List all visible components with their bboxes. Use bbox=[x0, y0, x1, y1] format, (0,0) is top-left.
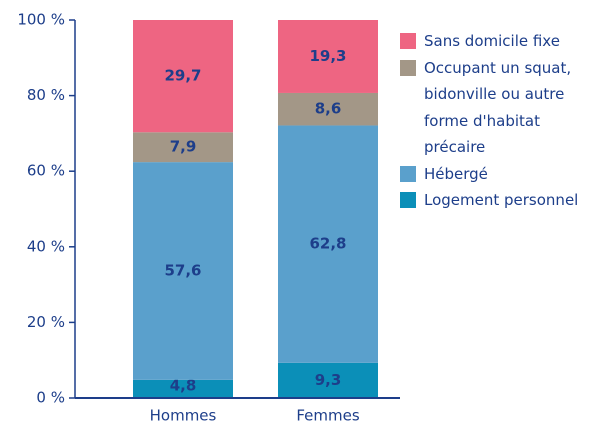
bar-segment bbox=[133, 132, 233, 163]
legend-item: Logement personnel bbox=[400, 187, 604, 214]
legend: Sans domicile fixe Occupant un squat, bid… bbox=[400, 28, 604, 214]
y-tick-label: 40 % bbox=[27, 237, 65, 255]
legend-swatch bbox=[400, 33, 416, 49]
legend-label: Logement personnel bbox=[424, 191, 579, 209]
value-label: 19,3 bbox=[309, 47, 346, 65]
legend-item: Hébergé bbox=[400, 161, 604, 188]
bar-segment bbox=[278, 362, 378, 398]
bar-segment bbox=[278, 92, 378, 126]
value-label: 7,9 bbox=[170, 138, 197, 156]
legend-item: Occupant un squat, bidonville ou autre f… bbox=[400, 55, 604, 161]
legend-swatch bbox=[400, 192, 416, 208]
value-label: 9,3 bbox=[315, 371, 342, 389]
y-tick-label: 0 % bbox=[36, 389, 65, 407]
legend-swatch bbox=[400, 165, 416, 182]
value-label: 8,6 bbox=[315, 100, 342, 118]
bar-segment bbox=[133, 20, 233, 133]
bar-segment bbox=[278, 20, 378, 93]
y-tick-label: 100 % bbox=[17, 11, 65, 29]
y-tick-label: 60 % bbox=[27, 162, 65, 180]
legend-swatch bbox=[400, 59, 416, 76]
legend-label: Sans domicile fixe bbox=[424, 32, 560, 50]
bar-segment bbox=[278, 125, 378, 363]
value-label: 4,8 bbox=[170, 377, 197, 395]
value-label: 29,7 bbox=[164, 67, 201, 85]
value-label: 57,6 bbox=[164, 261, 201, 279]
y-tick-label: 80 % bbox=[27, 86, 65, 104]
bar-segment bbox=[133, 379, 233, 398]
legend-label: Occupant un squat, bidonville ou autre f… bbox=[424, 58, 572, 157]
value-label: 62,8 bbox=[309, 235, 346, 253]
legend-label: Hébergé bbox=[424, 164, 488, 183]
x-tick-label: Hommes bbox=[150, 407, 217, 425]
y-tick-label: 20 % bbox=[27, 313, 65, 331]
bar-segment bbox=[133, 162, 233, 380]
x-tick-label: Femmes bbox=[296, 407, 359, 425]
legend-item: Sans domicile fixe bbox=[400, 28, 604, 55]
